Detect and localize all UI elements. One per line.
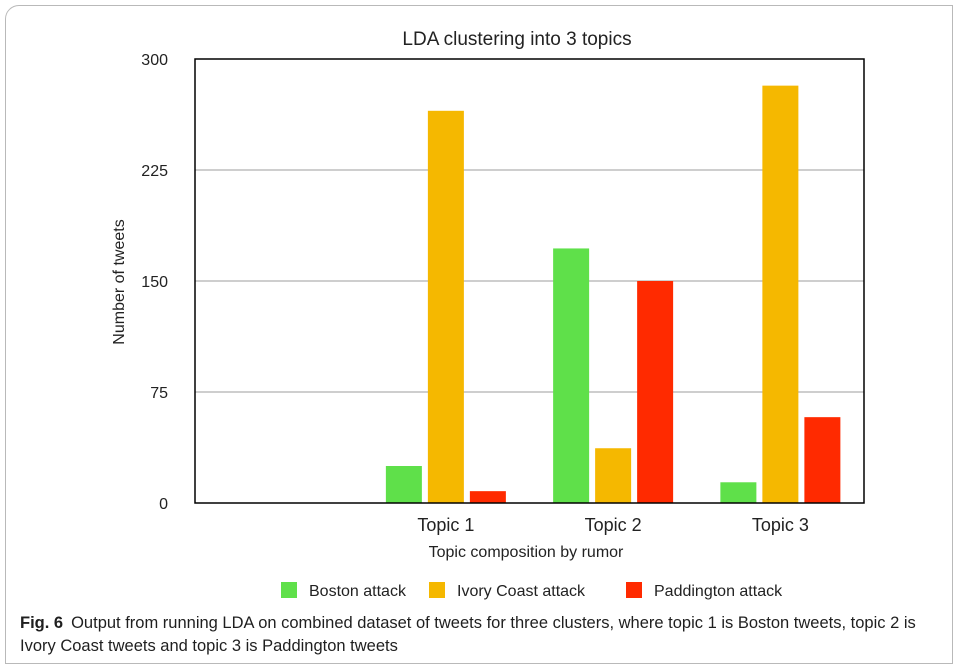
y-tick-label: 300 (141, 52, 168, 69)
bar (553, 248, 590, 503)
caption-text: Output from running LDA on combined data… (20, 614, 916, 655)
legend-swatch (281, 582, 297, 598)
legend-label: Ivory Coast attack (457, 583, 586, 600)
y-tick-label: 0 (159, 496, 168, 513)
bar (720, 482, 757, 503)
legend-swatch (429, 582, 445, 598)
figure-caption: Fig. 6 Output from running LDA on combine… (20, 612, 945, 658)
bar-chart: LDA clustering into 3 topics 0 75 150 225 30… (111, 29, 865, 600)
bar (385, 466, 422, 503)
bar (469, 491, 506, 503)
x-tick-label: Topic 3 (752, 515, 809, 535)
y-tick-label: 150 (141, 274, 168, 291)
legend-label: Boston attack (309, 583, 407, 600)
bar (762, 85, 799, 503)
x-tick-label: Topic 2 (585, 515, 642, 535)
legend-swatch (626, 582, 642, 598)
bar (595, 448, 632, 503)
x-tick-label: Topic 1 (417, 515, 474, 535)
caption-label: Fig. 6 (20, 614, 64, 632)
plot-area: 0 75 150 225 300 Topic 1 Topic 2 Topic 3 (141, 52, 865, 535)
legend: Boston attack Ivory Coast attack Paddingto… (281, 582, 783, 600)
y-axis-label: Number of tweets (111, 219, 128, 344)
legend-label: Paddington attack (654, 583, 783, 600)
y-tick-label: 75 (150, 385, 168, 402)
x-axis-label: Topic composition by rumor (429, 544, 624, 561)
plot-border (194, 58, 865, 504)
bar (427, 110, 464, 504)
chart-title: LDA clustering into 3 topics (402, 29, 631, 50)
y-tick-label: 225 (141, 163, 168, 180)
bar (637, 281, 674, 503)
bar (804, 417, 841, 503)
